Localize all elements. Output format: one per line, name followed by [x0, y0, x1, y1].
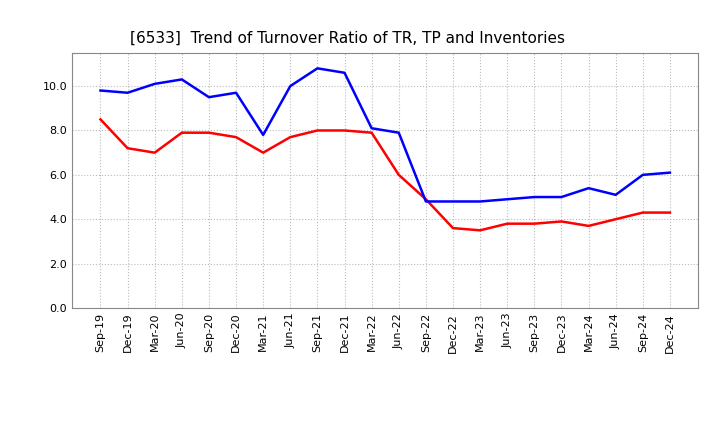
Trade Receivables: [421, 197, 430, 202]
Trade Payables: [530, 194, 539, 200]
Trade Payables: [96, 88, 105, 93]
Trade Receivables: [665, 210, 674, 215]
Text: [6533]  Trend of Turnover Ratio of TR, TP and Inventories: [6533] Trend of Turnover Ratio of TR, TP…: [130, 31, 564, 46]
Trade Receivables: [503, 221, 511, 226]
Trade Payables: [123, 90, 132, 95]
Trade Payables: [503, 197, 511, 202]
Trade Payables: [421, 199, 430, 204]
Trade Receivables: [449, 225, 457, 231]
Trade Receivables: [232, 135, 240, 140]
Trade Payables: [557, 194, 566, 200]
Trade Receivables: [395, 172, 403, 177]
Trade Payables: [150, 81, 159, 87]
Trade Payables: [313, 66, 322, 71]
Line: Trade Payables: Trade Payables: [101, 68, 670, 202]
Trade Receivables: [286, 135, 294, 140]
Trade Receivables: [584, 223, 593, 228]
Trade Receivables: [611, 216, 620, 222]
Trade Payables: [449, 199, 457, 204]
Trade Receivables: [204, 130, 213, 136]
Trade Payables: [665, 170, 674, 175]
Trade Payables: [259, 132, 268, 138]
Trade Payables: [476, 199, 485, 204]
Line: Trade Receivables: Trade Receivables: [101, 119, 670, 230]
Trade Receivables: [341, 128, 349, 133]
Trade Payables: [639, 172, 647, 177]
Trade Payables: [584, 186, 593, 191]
Trade Receivables: [476, 227, 485, 233]
Trade Receivables: [150, 150, 159, 155]
Trade Receivables: [123, 146, 132, 151]
Trade Payables: [204, 95, 213, 100]
Trade Receivables: [639, 210, 647, 215]
Trade Payables: [395, 130, 403, 136]
Trade Receivables: [96, 117, 105, 122]
Trade Payables: [286, 84, 294, 89]
Trade Payables: [178, 77, 186, 82]
Trade Receivables: [178, 130, 186, 136]
Trade Payables: [232, 90, 240, 95]
Trade Payables: [611, 192, 620, 198]
Trade Receivables: [530, 221, 539, 226]
Trade Payables: [341, 70, 349, 75]
Trade Payables: [367, 125, 376, 131]
Trade Receivables: [313, 128, 322, 133]
Trade Receivables: [259, 150, 268, 155]
Trade Receivables: [557, 219, 566, 224]
Trade Receivables: [367, 130, 376, 136]
